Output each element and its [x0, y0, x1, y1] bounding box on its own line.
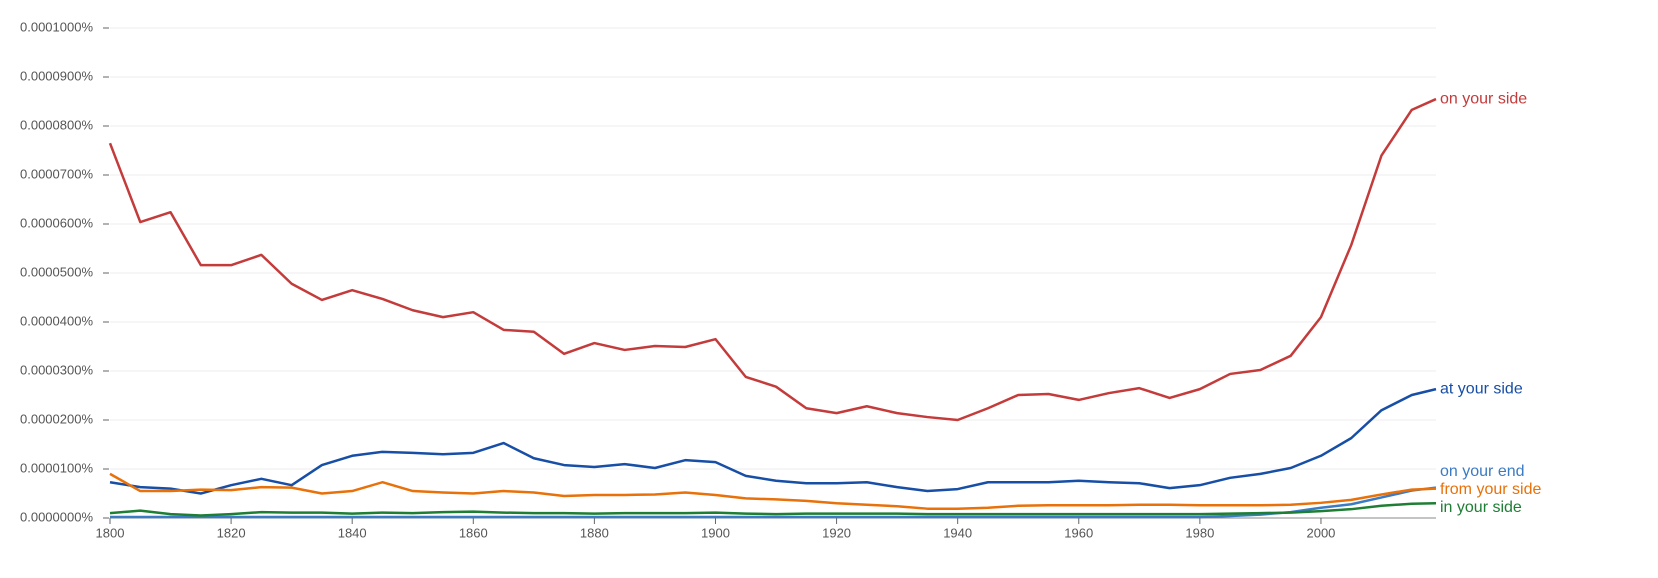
y-tick-label: 0.0001000%	[20, 19, 93, 34]
series-label: on your side	[1440, 90, 1527, 107]
x-tick-label: 2000	[1306, 525, 1335, 540]
x-tick-label: 1940	[943, 525, 972, 540]
y-tick-label: 0.0000400%	[20, 313, 93, 328]
y-tick-label: 0.0000000%	[20, 509, 93, 524]
series-line	[110, 486, 1437, 519]
x-tick-label: 1900	[701, 525, 730, 540]
x-tick-label: 1840	[338, 525, 367, 540]
series-line	[109, 502, 1437, 517]
y-tick-label: 0.0000500%	[20, 264, 93, 279]
x-tick-label: 1960	[1064, 525, 1093, 540]
y-tick-label: 0.0000200%	[20, 411, 93, 426]
x-tick-label: 1880	[580, 525, 609, 540]
series-line	[109, 387, 1437, 495]
y-tick-label: 0.0000100%	[20, 460, 93, 475]
y-tick-label: 0.0000300%	[20, 362, 93, 377]
series-label: in your side	[1440, 499, 1522, 516]
series-line	[108, 97, 1437, 422]
series-line	[109, 472, 1437, 510]
y-tick-label: 0.0000700%	[20, 166, 93, 181]
series-label: from your side	[1440, 481, 1541, 498]
x-tick-label: 1800	[96, 525, 125, 540]
x-tick-label: 1860	[459, 525, 488, 540]
series-label: at your side	[1440, 380, 1523, 397]
series-label: on your end	[1440, 463, 1525, 480]
x-tick-label: 1820	[217, 525, 246, 540]
y-tick-label: 0.0000900%	[20, 68, 93, 83]
x-tick-label: 1920	[822, 525, 851, 540]
y-tick-label: 0.0000800%	[20, 117, 93, 132]
y-tick-label: 0.0000600%	[20, 215, 93, 230]
x-tick-label: 1980	[1185, 525, 1214, 540]
